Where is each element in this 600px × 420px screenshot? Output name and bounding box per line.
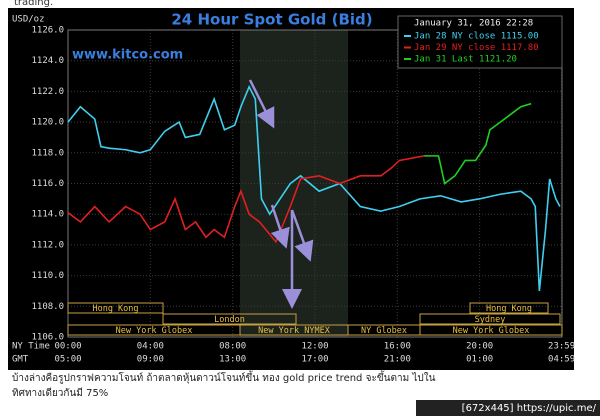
x-tick-label: 12:00	[301, 342, 328, 352]
y-axis-label: USD/oz	[12, 15, 45, 25]
top-text: trading.	[14, 0, 53, 8]
session-label: Hong Kong	[92, 304, 138, 314]
y-tick-label: 1124.0	[31, 56, 64, 66]
annotation-arrows	[248, 79, 314, 309]
x-tick-label: 20:00	[466, 342, 493, 352]
x-row-label: GMT	[12, 355, 29, 365]
y-tick-label: 1116.0	[31, 179, 64, 189]
x-tick-label-gmt: 04:59	[548, 355, 575, 365]
caption-line: บ้างล่างคือรูปกราฟความโจนท์ ถ้าตลาดหุ้นด…	[12, 370, 436, 384]
x-tick-label: 23:59	[548, 342, 575, 352]
session-label: New York Globex	[453, 326, 530, 336]
session-label: Hong Kong	[486, 304, 532, 314]
caption-line: ทิศทางเดียวกันมี 75%	[12, 387, 108, 399]
legend-title: January 31, 2016 22:28	[414, 19, 533, 29]
x-tick-label: 16:00	[384, 342, 411, 352]
plot-frame	[67, 29, 563, 338]
footer-text: [672x445] https://upic.me/	[462, 403, 597, 414]
series-line	[67, 155, 425, 244]
session-box	[419, 313, 561, 325]
session-box	[469, 302, 549, 314]
legend-entry: Jan 28 NY close 1115.00	[414, 32, 539, 42]
y-tick-label: 1118.0	[31, 148, 64, 158]
y-tick-label: 1106.0	[31, 333, 64, 343]
series-line	[424, 102, 532, 185]
y-tick-label: 1114.0	[31, 210, 64, 220]
x-tick-label: 08:00	[219, 342, 246, 352]
y-tick-label: 1122.0	[31, 87, 64, 97]
session-label: Sydney	[475, 315, 506, 325]
x-tick-label: 00:00	[54, 342, 81, 352]
x-tick-label-gmt: 01:00	[466, 355, 493, 365]
session-box	[67, 302, 164, 314]
session-label: New York NYMEX	[258, 326, 331, 336]
x-tick-label-gmt: 05:00	[54, 355, 81, 365]
y-tick-label: 1120.0	[31, 118, 64, 128]
session-box	[162, 313, 297, 325]
session-label: NY Globex	[361, 326, 407, 336]
arrow	[248, 79, 275, 129]
x-row-label: NY Time	[12, 342, 50, 352]
session-label: London	[214, 315, 245, 325]
series-line	[67, 84, 561, 292]
legend-entry: Jan 29 NY close 1117.80	[414, 43, 539, 53]
y-tick-label: 1126.0	[31, 26, 64, 36]
footer-box	[416, 400, 600, 416]
x-tick-label-gmt: 13:00	[219, 355, 246, 365]
x-tick-label: 04:00	[137, 342, 164, 352]
x-tick-label-gmt: 09:00	[137, 355, 164, 365]
x-tick-label-gmt: 17:00	[301, 355, 328, 365]
legend-entry: Jan 31 Last 1121.20	[414, 55, 517, 65]
session-box	[419, 324, 563, 336]
session-label: New York Globex	[116, 326, 193, 336]
y-tick-label: 1110.0	[31, 271, 64, 281]
arrow	[270, 204, 290, 249]
y-tick-label: 1108.0	[31, 302, 64, 312]
chart-title: 24 Hour Spot Gold (Bid)	[171, 11, 372, 29]
legend-box	[397, 15, 563, 69]
y-tick-label: 1112.0	[31, 240, 64, 250]
watermark: www.kitco.com	[72, 48, 183, 63]
x-tick-label-gmt: 21:00	[384, 355, 411, 365]
arrow	[290, 209, 314, 262]
